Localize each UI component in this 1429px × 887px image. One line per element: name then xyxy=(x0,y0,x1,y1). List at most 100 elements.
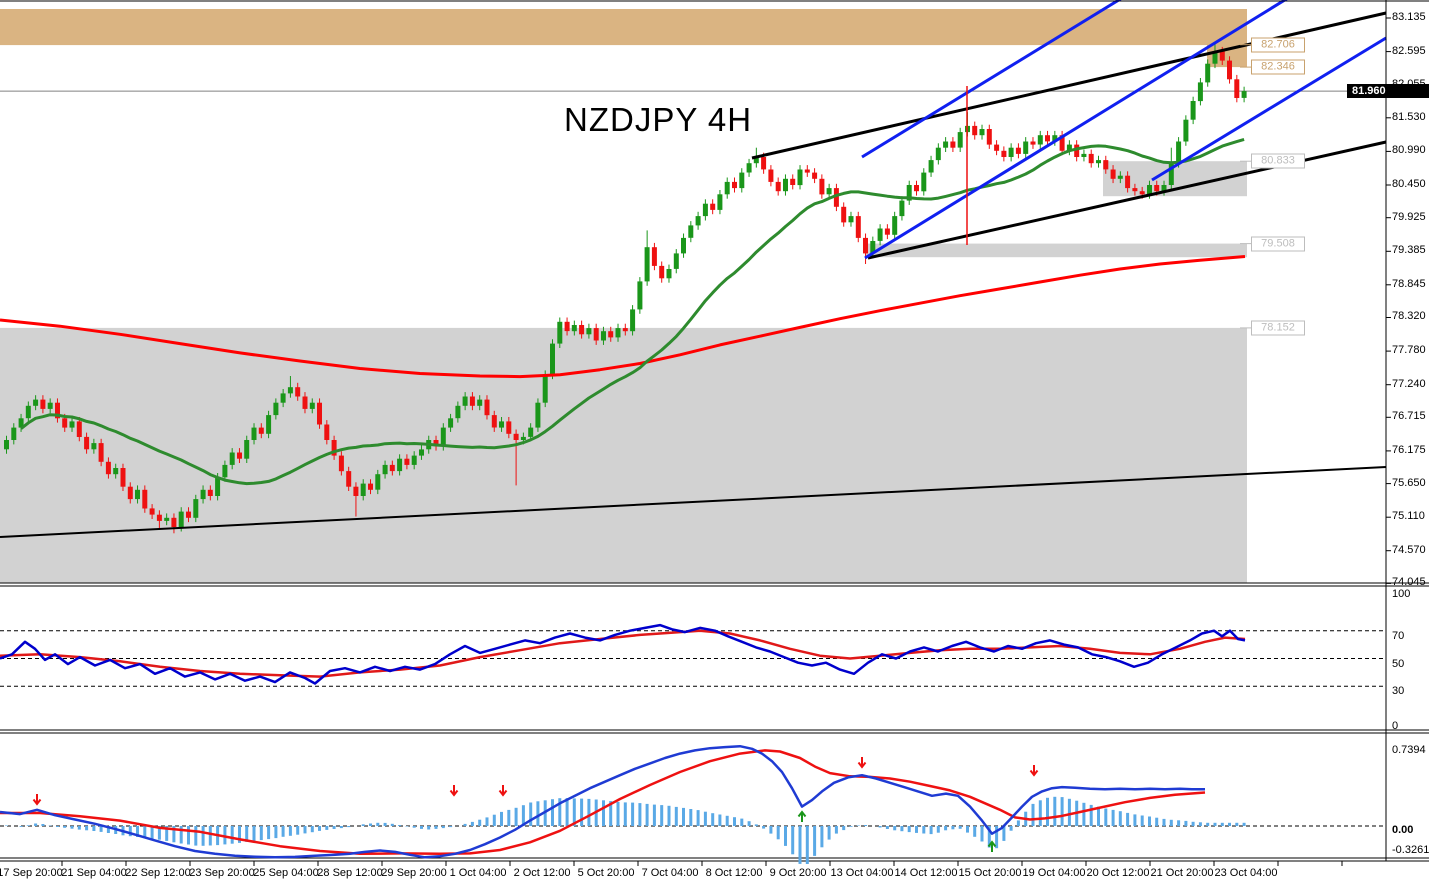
candle-body xyxy=(1096,160,1101,164)
macd-histogram-bar xyxy=(1177,820,1181,826)
candlestick-series xyxy=(4,43,1247,534)
price-axis-label: 79.385 xyxy=(1392,244,1426,257)
channel-bottom[interactable] xyxy=(867,140,1387,260)
macd-histogram-bar xyxy=(682,807,685,826)
blue-trend-3[interactable] xyxy=(1151,36,1387,182)
macd-histogram-bar xyxy=(769,826,773,834)
candle-body xyxy=(666,269,672,279)
macd-histogram-bar xyxy=(267,826,271,840)
candle-body xyxy=(1212,51,1218,64)
macd-histogram-bar xyxy=(1228,822,1231,826)
macd-histogram-bar xyxy=(5,825,8,826)
ma-slow-line xyxy=(0,255,1246,379)
macd-histogram-bar xyxy=(128,826,132,837)
candle-body xyxy=(586,328,592,335)
candle-body xyxy=(506,421,512,434)
macd-histogram-bar xyxy=(1016,820,1020,826)
macd-histogram-bar xyxy=(1162,818,1166,826)
candle-body xyxy=(491,415,497,428)
candle-body xyxy=(870,241,876,254)
sr-zone-79508 xyxy=(865,243,1247,258)
candle-body xyxy=(1008,147,1014,157)
long-support[interactable] xyxy=(0,466,1387,538)
time-axis-label: 15 Oct 20:00 xyxy=(958,867,1022,879)
macd-histogram-bar xyxy=(958,826,962,829)
macd-histogram-bar xyxy=(390,823,394,826)
macd-histogram-bar xyxy=(1009,826,1013,831)
candle-body xyxy=(193,499,199,518)
macd-histogram-bar xyxy=(1206,822,1210,826)
blue-trend-2[interactable] xyxy=(864,0,1288,260)
candle-body xyxy=(1183,119,1189,142)
candle-body xyxy=(1147,185,1152,195)
candle-body xyxy=(47,402,53,409)
candle-body xyxy=(1074,144,1080,157)
macd-histogram-bar xyxy=(900,826,904,832)
macd-histogram-bar xyxy=(303,826,307,834)
candle-body xyxy=(317,402,322,425)
candle-body xyxy=(535,402,541,428)
macd-histogram-bar xyxy=(1089,804,1093,826)
macd-histogram-bar xyxy=(507,809,511,826)
candle-body xyxy=(848,216,854,223)
buy-signal-arrow-icon xyxy=(797,810,807,822)
price-axis-label: 75.110 xyxy=(1392,510,1425,523)
sell-signal-arrow-icon xyxy=(449,785,459,797)
macd-histogram-bar xyxy=(1140,815,1144,826)
macd-histogram-bar xyxy=(179,826,183,844)
candle-body xyxy=(1176,141,1182,164)
macd-histogram-bar xyxy=(754,824,758,826)
macd-histogram-bar xyxy=(1235,822,1239,826)
macd-histogram-bar xyxy=(587,798,591,826)
candle-body xyxy=(18,418,24,428)
macd-histogram-bar xyxy=(1184,820,1188,826)
candle-body xyxy=(98,443,104,462)
candle-body xyxy=(906,185,912,201)
candle-body xyxy=(972,125,978,136)
macd-histogram-bar xyxy=(521,805,525,826)
macd-histogram-bar xyxy=(1038,800,1042,826)
macd-histogram-bar xyxy=(405,826,409,827)
time-axis-label: 23 Oct 04:00 xyxy=(1214,867,1278,879)
candle-body xyxy=(1117,175,1123,179)
candle-body xyxy=(62,418,68,428)
macd-histogram-bar xyxy=(1067,798,1071,826)
candle-body xyxy=(91,443,97,450)
macd-histogram-bar xyxy=(944,826,948,831)
price-axis-label: 76.175 xyxy=(1392,443,1426,456)
price-axis-label: 81.530 xyxy=(1392,110,1426,123)
macd-histogram-bar xyxy=(339,826,343,829)
candle-body xyxy=(1219,51,1225,61)
supply-band-top xyxy=(0,9,1247,46)
candle-body xyxy=(892,216,898,235)
blue-trend-1[interactable] xyxy=(861,0,1122,159)
macd-histogram-bar xyxy=(747,821,751,826)
candle-body xyxy=(688,225,694,238)
candle-body xyxy=(877,228,883,241)
macd-histogram-bar xyxy=(762,826,766,829)
macd-histogram-bar xyxy=(252,826,256,842)
candle-body xyxy=(127,486,133,500)
macd-histogram-bar xyxy=(1155,817,1159,826)
price-axis-label: 82.595 xyxy=(1392,44,1426,57)
macd-histogram-bar xyxy=(310,826,314,833)
current-price-badge: 81.960 xyxy=(1347,84,1429,98)
macd-histogram-bar xyxy=(536,801,540,826)
time-axis-label: 29 Sep 20:00 xyxy=(381,867,447,879)
macd-histogram-bar xyxy=(1242,822,1246,826)
candle-body xyxy=(899,200,905,217)
candle-body xyxy=(440,427,446,447)
sr-zone-78152 xyxy=(0,327,1247,583)
macd-histogram-bar xyxy=(26,825,30,826)
candle-body xyxy=(251,427,257,440)
candle-body xyxy=(25,405,31,419)
time-axis-label: 1 Oct 04:00 xyxy=(449,867,507,879)
candle-body xyxy=(178,511,184,528)
macd-histogram-bar xyxy=(485,817,489,826)
oscillator-scale-label: 0 xyxy=(1392,720,1399,732)
candle-body xyxy=(732,181,737,189)
macd-histogram-bar xyxy=(805,826,809,864)
macd-scale-label: 0.00 xyxy=(1392,824,1414,836)
channel-top[interactable] xyxy=(751,11,1387,160)
